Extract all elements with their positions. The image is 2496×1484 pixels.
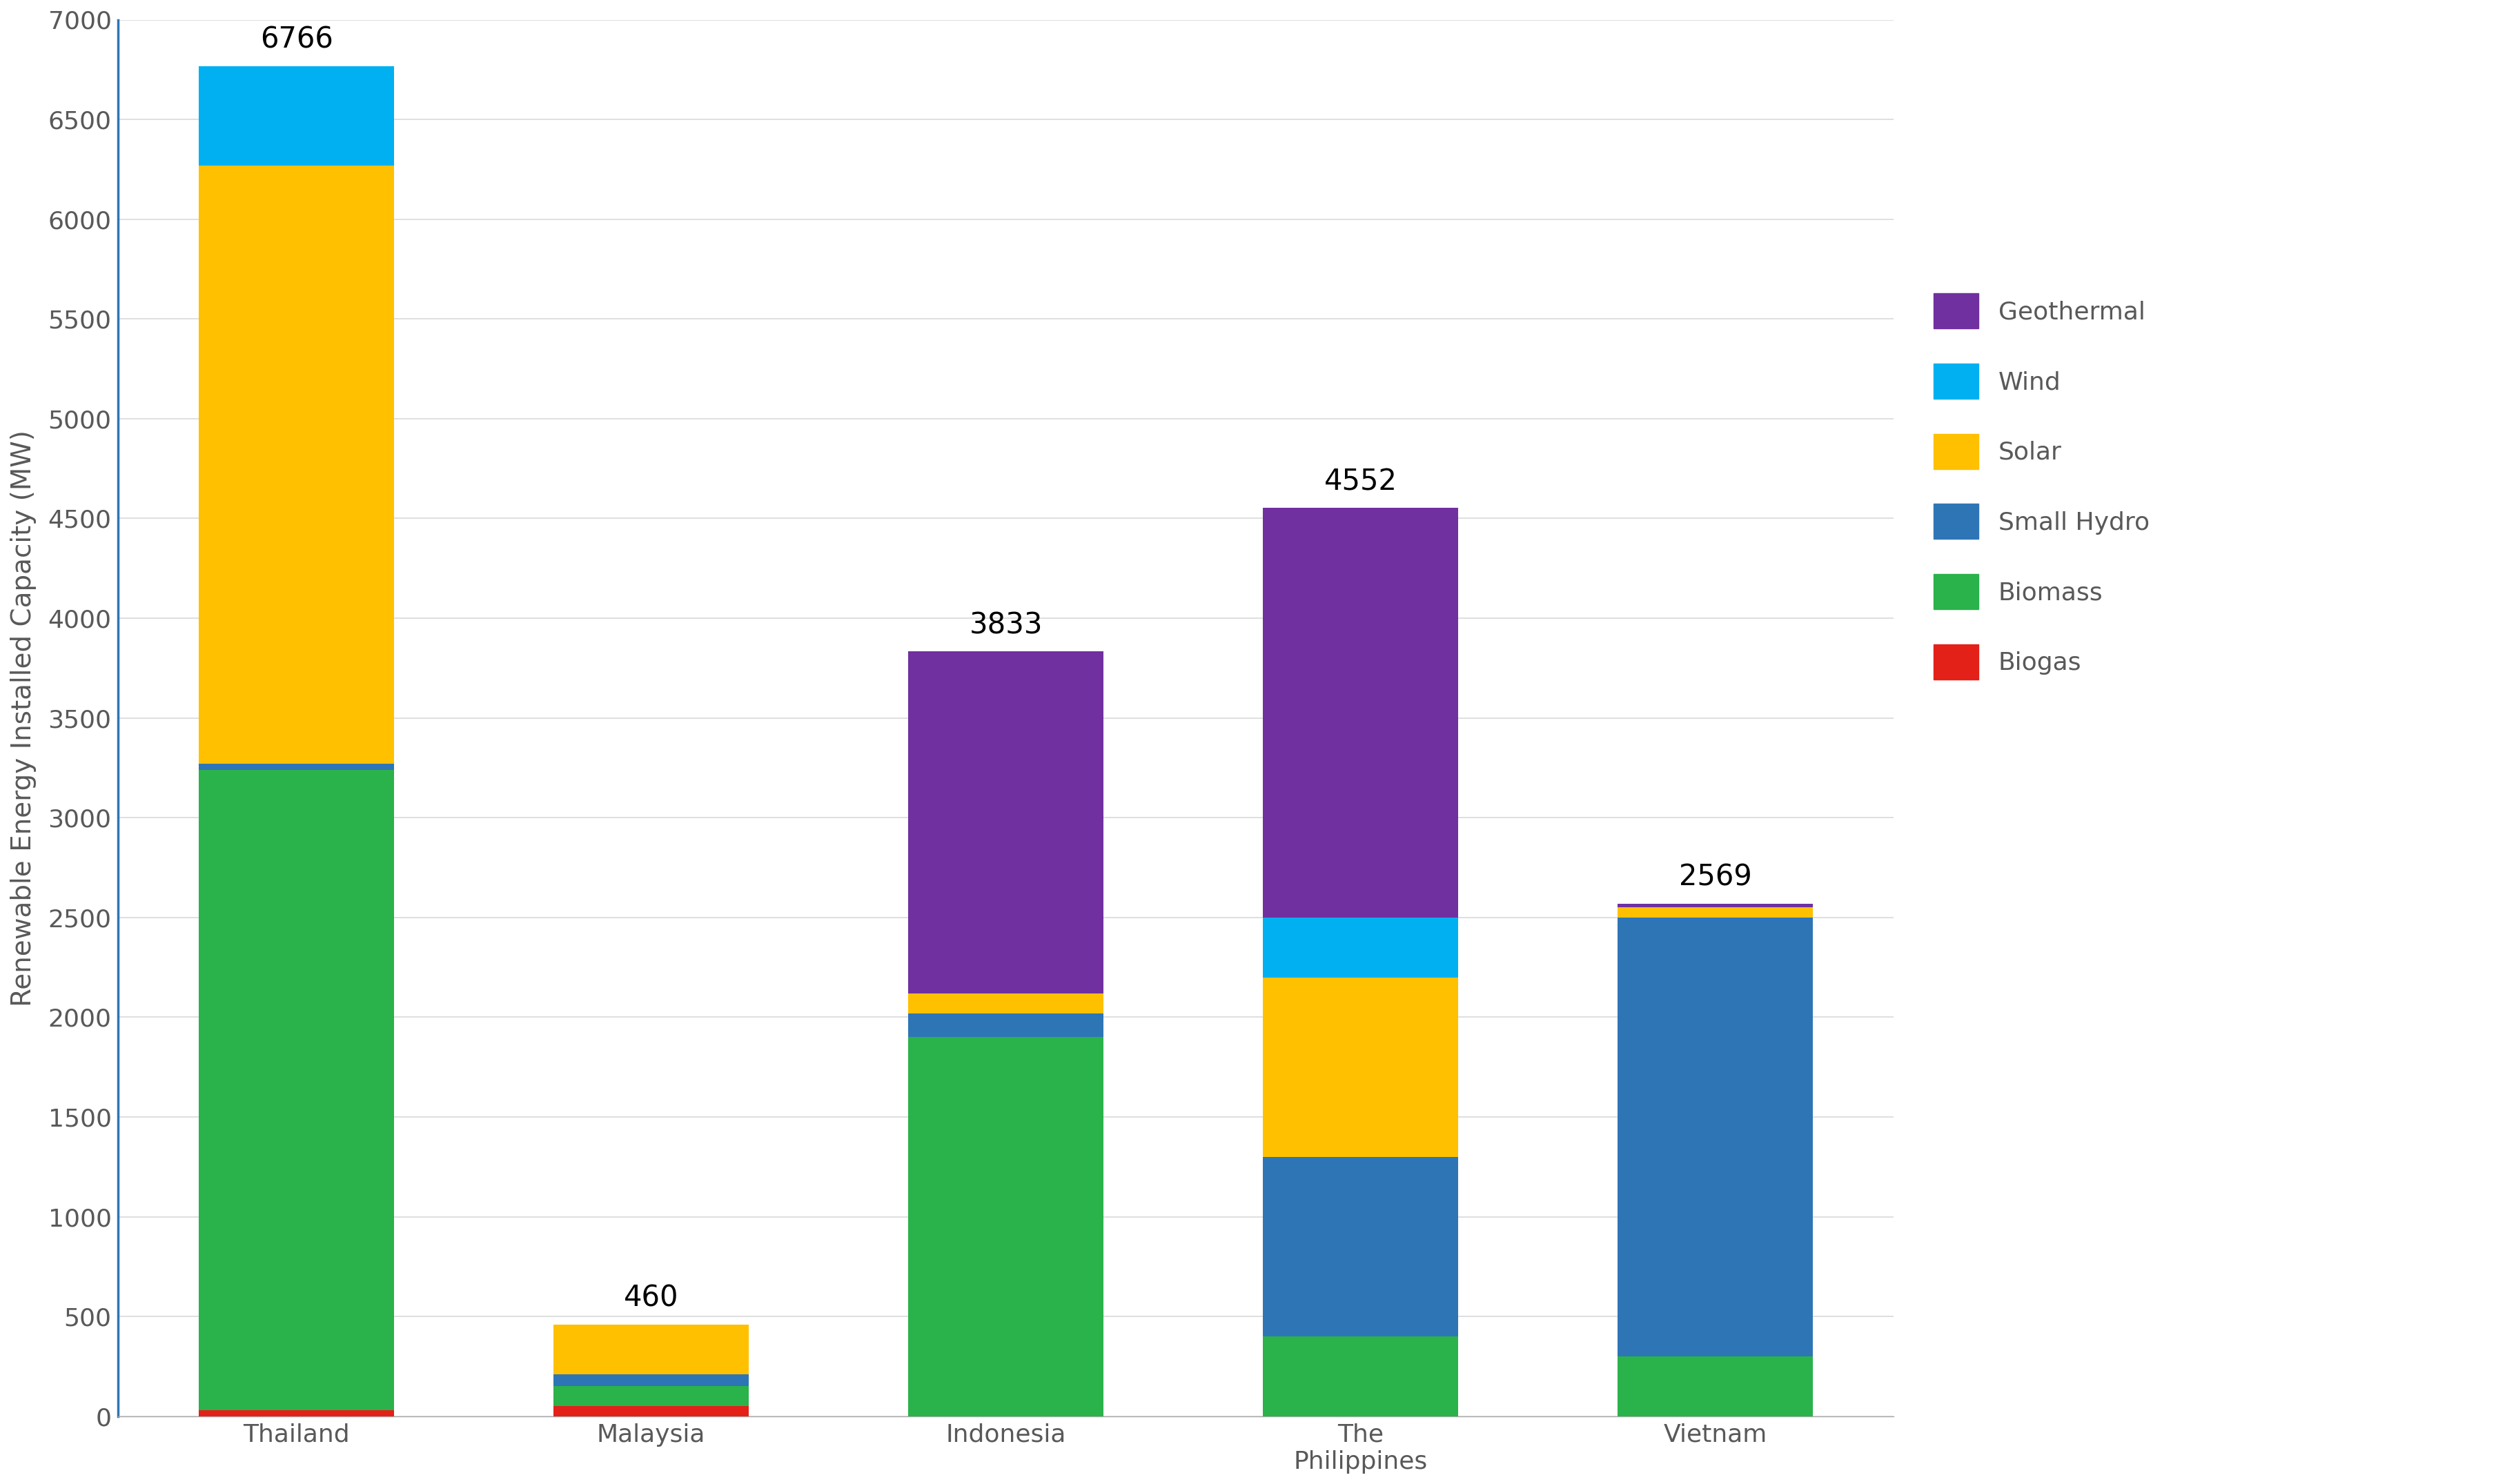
Bar [1263,1158,1458,1337]
Bar [200,67,394,165]
Bar [909,1014,1103,1037]
Bar [554,1407,749,1416]
Bar [909,1037,1103,1416]
Bar [200,770,394,1410]
Bar [200,764,394,770]
Bar [1263,508,1458,917]
Bar [909,651,1103,993]
Text: 2569: 2569 [1680,862,1752,892]
Text: 6766: 6766 [260,25,332,55]
Bar [200,1410,394,1416]
Bar [554,1374,749,1386]
Text: 460: 460 [624,1284,679,1312]
Bar [554,1386,749,1407]
Bar [1263,917,1458,978]
Text: 4552: 4552 [1323,467,1398,496]
Y-axis label: Renewable Energy Installed Capacity (MW): Renewable Energy Installed Capacity (MW) [10,430,37,1006]
Legend: Geothermal, Wind, Solar, Small Hydro, Biomass, Biogas: Geothermal, Wind, Solar, Small Hydro, Bi… [1924,283,2159,690]
Bar [1617,917,1812,1356]
Text: 3833: 3833 [968,610,1043,640]
Bar [1263,978,1458,1158]
Bar [1263,1337,1458,1416]
Bar [1617,904,1812,908]
Bar [1617,908,1812,917]
Bar [909,993,1103,1014]
Bar [1617,1356,1812,1416]
Bar [200,165,394,764]
Bar [554,1325,749,1374]
